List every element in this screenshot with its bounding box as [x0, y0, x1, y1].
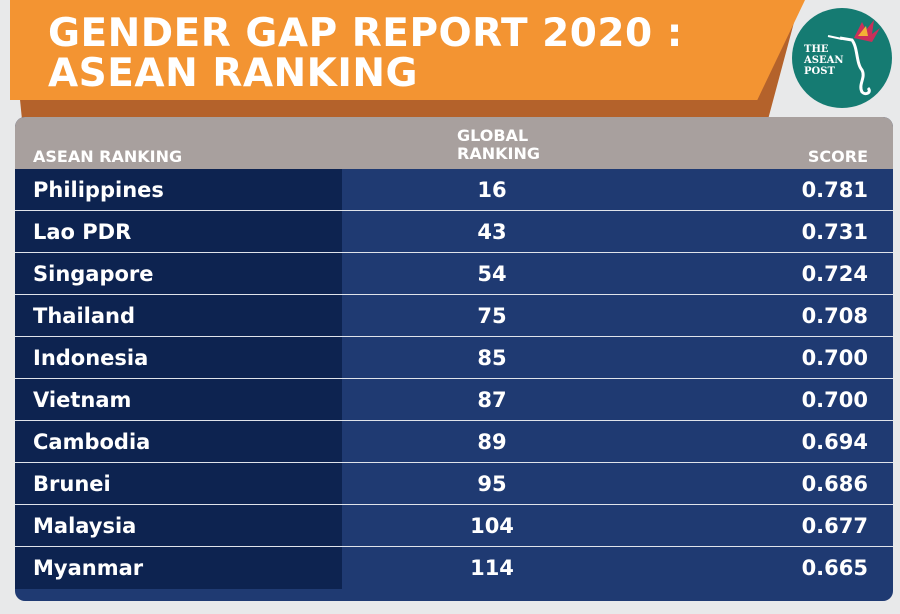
country-cell: Thailand [15, 295, 342, 336]
ranking-table: ASEAN RANKING GLOBAL RANKING SCORE Philip… [15, 117, 893, 601]
score-cell: 0.686 [801, 472, 868, 496]
logo-text-line: POST [804, 66, 835, 77]
logo-text-line: THE [804, 44, 829, 55]
table-row: Malaysia 104 0.677 [15, 505, 893, 547]
table-row: Indonesia 85 0.700 [15, 337, 893, 379]
country-cell: Vietnam [15, 379, 342, 420]
the-asean-post-logo: THE ASEAN POST [792, 8, 892, 108]
table-header: ASEAN RANKING GLOBAL RANKING SCORE [15, 117, 893, 169]
country-cell: Malaysia [15, 505, 342, 546]
country-cell: Philippines [15, 169, 342, 210]
table-row: Thailand 75 0.708 [15, 295, 893, 337]
country-cell: Brunei [15, 463, 342, 504]
table-row: Brunei 95 0.686 [15, 463, 893, 505]
score-cell: 0.731 [801, 220, 868, 244]
score-cell: 0.708 [801, 304, 868, 328]
country-cell: Cambodia [15, 421, 342, 462]
score-cell: 0.700 [801, 346, 868, 370]
header-score: SCORE [807, 147, 868, 166]
country-cell: Indonesia [15, 337, 342, 378]
global-rank-cell: 43 [477, 220, 507, 244]
title-banner [10, 0, 805, 100]
logo-text: THE ASEAN POST [804, 44, 844, 77]
country-cell: Singapore [15, 253, 342, 294]
global-rank-cell: 75 [477, 304, 507, 328]
table-row: Myanmar 114 0.665 [15, 547, 893, 589]
table-row: Vietnam 87 0.700 [15, 379, 893, 421]
table-row: Singapore 54 0.724 [15, 253, 893, 295]
header-global-line-2: RANKING [457, 144, 540, 163]
score-cell: 0.700 [801, 388, 868, 412]
global-rank-cell: 95 [477, 472, 507, 496]
global-rank-cell: 89 [477, 430, 507, 454]
global-rank-cell: 54 [477, 262, 507, 286]
score-cell: 0.677 [801, 514, 868, 538]
score-cell: 0.781 [801, 178, 868, 202]
table-row: Philippines 16 0.781 [15, 169, 893, 211]
score-cell: 0.724 [801, 262, 868, 286]
hummingbird-icon [827, 20, 880, 96]
page-title: GENDER GAP REPORT 2020 : ASEAN RANKING [48, 14, 683, 94]
global-rank-cell: 114 [470, 556, 514, 580]
global-rank-cell: 87 [477, 388, 507, 412]
header-global-line-1: GLOBAL [457, 126, 529, 145]
title-line-2: ASEAN RANKING [48, 51, 419, 96]
header-global-ranking: GLOBAL RANKING [457, 127, 540, 163]
score-cell: 0.665 [801, 556, 868, 580]
table-body: Philippines 16 0.781 Lao PDR 43 0.731 Singapor… [15, 169, 893, 589]
global-rank-cell: 104 [470, 514, 514, 538]
table-row: Cambodia 89 0.694 [15, 421, 893, 463]
table-row: Lao PDR 43 0.731 [15, 211, 893, 253]
global-rank-cell: 16 [477, 178, 507, 202]
country-cell: Lao PDR [15, 211, 342, 252]
logo-text-line: ASEAN [804, 55, 844, 66]
score-cell: 0.694 [801, 430, 868, 454]
title-line-1: GENDER GAP REPORT 2020 : [48, 11, 683, 56]
country-cell: Myanmar [15, 547, 342, 589]
header-asean-ranking: ASEAN RANKING [33, 147, 183, 166]
global-rank-cell: 85 [477, 346, 507, 370]
